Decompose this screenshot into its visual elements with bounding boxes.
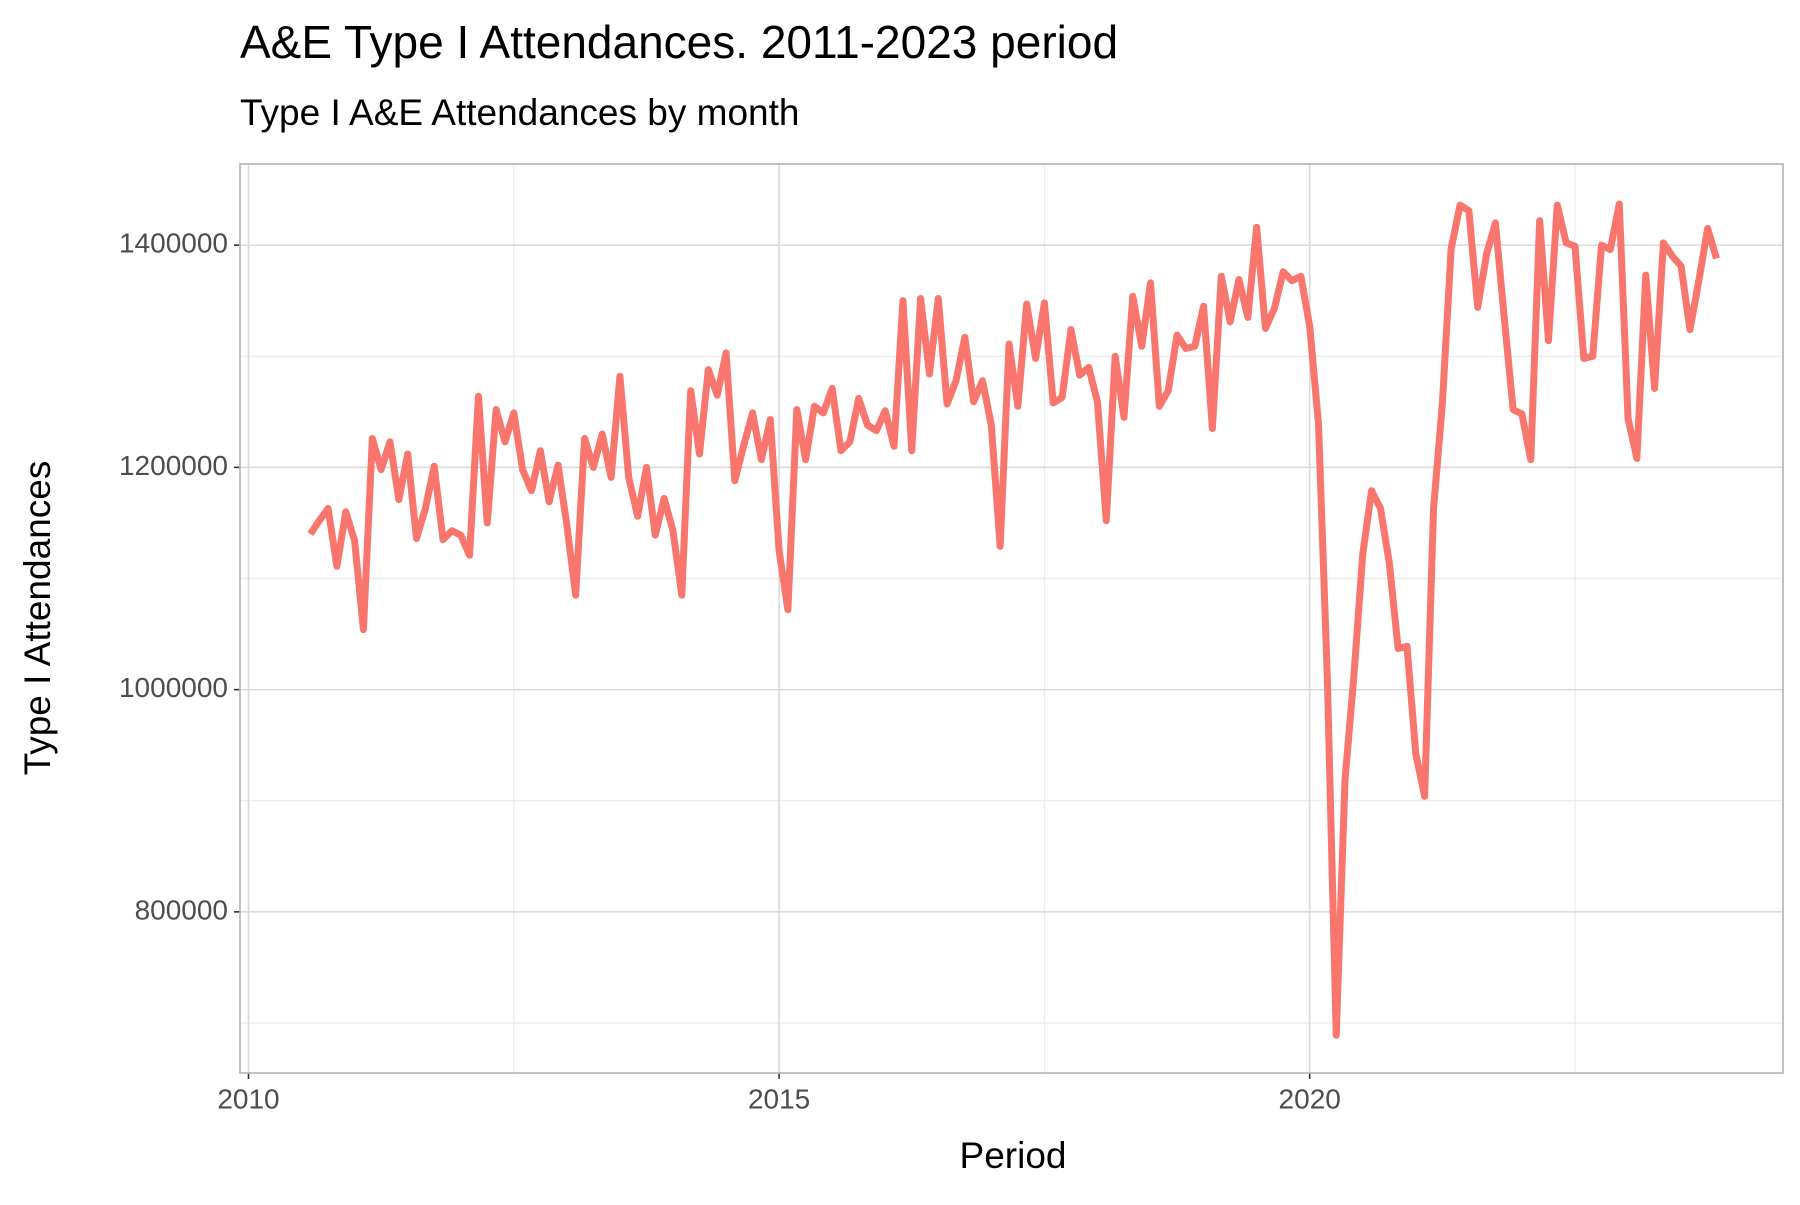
chart-subtitle: Type I A&E Attendances by month	[240, 92, 799, 133]
x-tick-label: 2020	[1279, 1083, 1341, 1114]
y-tick-label: 1400000	[119, 228, 228, 259]
chart-title: A&E Type I Attendances. 2011-2023 period	[240, 16, 1118, 68]
y-tick-label: 1200000	[119, 450, 228, 481]
x-tick-label: 2015	[748, 1083, 810, 1114]
y-axis-title: Type I Attendances	[17, 461, 58, 776]
x-tick-label: 2010	[217, 1083, 279, 1114]
panel-border	[239, 163, 1784, 1074]
x-axis-title: Period	[960, 1135, 1067, 1176]
data-line	[307, 200, 1720, 1039]
y-tick-label: 800000	[135, 894, 228, 925]
y-tick-label: 1000000	[119, 672, 228, 703]
